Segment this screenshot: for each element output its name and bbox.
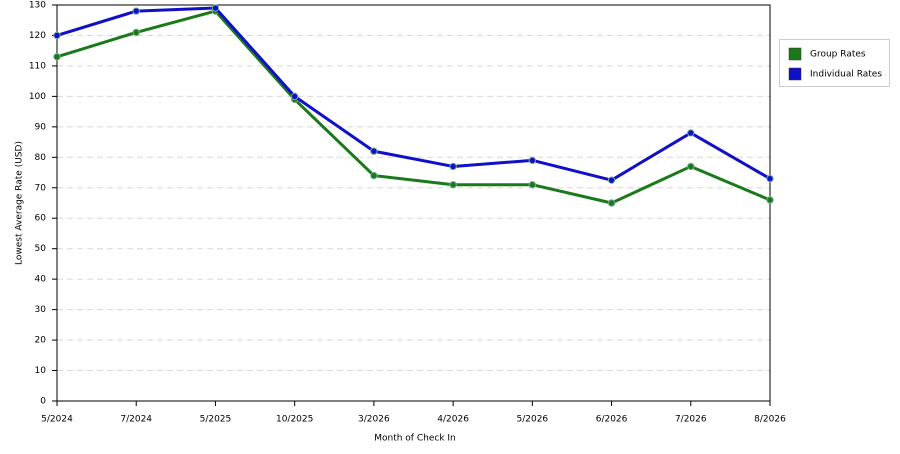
legend-label: Individual Rates bbox=[810, 70, 882, 80]
point bbox=[607, 199, 616, 207]
point bbox=[370, 147, 378, 155]
y-tick-label: 130 bbox=[29, 1, 46, 11]
y-tick-label: 50 bbox=[35, 244, 47, 254]
point bbox=[528, 156, 537, 165]
y-tick-label: 20 bbox=[35, 336, 47, 346]
y-tick-label: 30 bbox=[35, 305, 47, 315]
point bbox=[687, 162, 695, 171]
legend-swatch bbox=[788, 47, 802, 61]
point bbox=[211, 4, 220, 12]
x-tick-label: 10/2025 bbox=[276, 415, 313, 425]
x-tick-label: 6/2026 bbox=[596, 415, 628, 425]
point bbox=[607, 176, 616, 184]
point bbox=[766, 196, 774, 204]
point bbox=[132, 7, 140, 15]
x-tick-label: 3/2026 bbox=[358, 415, 390, 425]
point bbox=[449, 162, 457, 171]
y-tick-label: 70 bbox=[35, 183, 47, 193]
legend-swatch bbox=[788, 67, 802, 81]
y-tick-label: 120 bbox=[29, 31, 46, 41]
point bbox=[528, 181, 537, 189]
y-axis-label: Lowest Average Rate (USD) bbox=[15, 141, 25, 265]
plot-frame bbox=[56, 4, 771, 402]
x-tick-label: 8/2026 bbox=[754, 415, 786, 425]
point bbox=[53, 53, 61, 61]
x-tick-label: 5/2025 bbox=[200, 415, 232, 425]
x-axis-label: Month of Check In bbox=[374, 434, 456, 444]
point bbox=[370, 171, 378, 180]
point bbox=[53, 31, 61, 40]
point bbox=[449, 181, 457, 189]
x-tick-label: 7/2026 bbox=[675, 415, 707, 425]
y-tick-label: 110 bbox=[29, 61, 46, 71]
point bbox=[132, 28, 140, 37]
y-tick-label: 60 bbox=[35, 214, 47, 224]
point bbox=[290, 92, 299, 101]
y-tick-label: 10 bbox=[35, 366, 47, 376]
x-tick-label: 4/2026 bbox=[437, 415, 469, 425]
y-tick-label: 90 bbox=[35, 122, 47, 132]
point bbox=[687, 129, 695, 137]
x-tick-label: 5/2024 bbox=[41, 415, 73, 425]
series-line bbox=[56, 9, 771, 205]
y-tick-label: 100 bbox=[29, 92, 46, 102]
y-tick-label: 0 bbox=[40, 397, 46, 407]
y-tick-label: 40 bbox=[35, 275, 47, 285]
point bbox=[766, 174, 774, 183]
x-tick-label: 7/2024 bbox=[120, 415, 152, 425]
x-tick-label: 5/2026 bbox=[516, 415, 548, 425]
y-tick-label: 80 bbox=[35, 153, 47, 163]
series-line bbox=[56, 6, 771, 182]
legend-label: Group Rates bbox=[810, 50, 866, 60]
